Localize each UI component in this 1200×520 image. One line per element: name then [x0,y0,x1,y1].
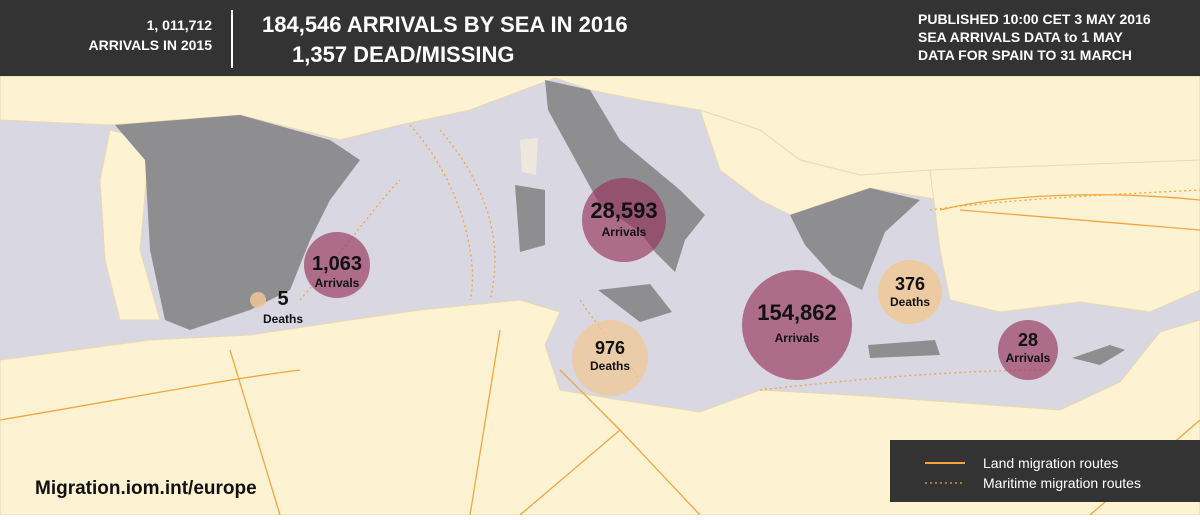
header-right: PUBLISHED 10:00 CET 3 MAY 2016 [918,11,1151,27]
bubble [304,232,370,298]
bubble [250,292,266,308]
bubble-value: 28 [1018,330,1038,350]
bubble-value: 154,862 [757,300,837,325]
header-right: DATA FOR SPAIN TO 31 MARCH [918,47,1132,63]
bubbles: 1,063Arrivals5Deaths28,593Arrivals976Dea… [250,178,1058,396]
bubble-caption: Deaths [890,295,930,309]
bubble [572,320,648,396]
header-left: ARRIVALS IN 2015 [89,37,213,53]
land-sicily [598,284,672,322]
land-corsica [520,138,538,175]
bubble-value: 976 [595,338,625,358]
bubble-value: 1,063 [312,253,362,275]
footer-url: Migration.iom.int/europe [35,478,257,499]
header-title: 1,357 DEAD/MISSING [292,42,515,67]
bubble [582,178,666,262]
bubble-caption: Arrivals [775,331,820,345]
bubble-value: 28,593 [590,198,657,223]
legend-label: Land migration routes [983,455,1118,471]
land-crete [868,340,940,358]
header-right: SEA ARRIVALS DATA to 1 MAY [918,29,1123,45]
bubble-value: 5 [277,288,288,310]
bubble-caption: Deaths [263,312,303,326]
bubble-caption: Arrivals [315,276,360,290]
bubble [742,270,852,380]
legend-label: Maritime migration routes [983,475,1141,491]
bubble-caption: Deaths [590,359,630,373]
land-turkey [929,159,1200,313]
bubble [998,320,1058,380]
legend [890,440,1200,502]
header-title: 184,546 ARRIVALS BY SEA IN 2016 [262,12,628,37]
land-spain [115,115,360,330]
land-sardinia [515,185,545,252]
bubble-value: 376 [895,274,925,294]
header-bar [0,0,1200,76]
land-cyprus [1072,345,1125,365]
header-left: 1, 011,712 [147,17,213,33]
bubble-caption: Arrivals [1006,351,1051,365]
bubble [878,260,942,324]
land-greece [790,188,920,290]
bubble-caption: Arrivals [602,225,647,239]
